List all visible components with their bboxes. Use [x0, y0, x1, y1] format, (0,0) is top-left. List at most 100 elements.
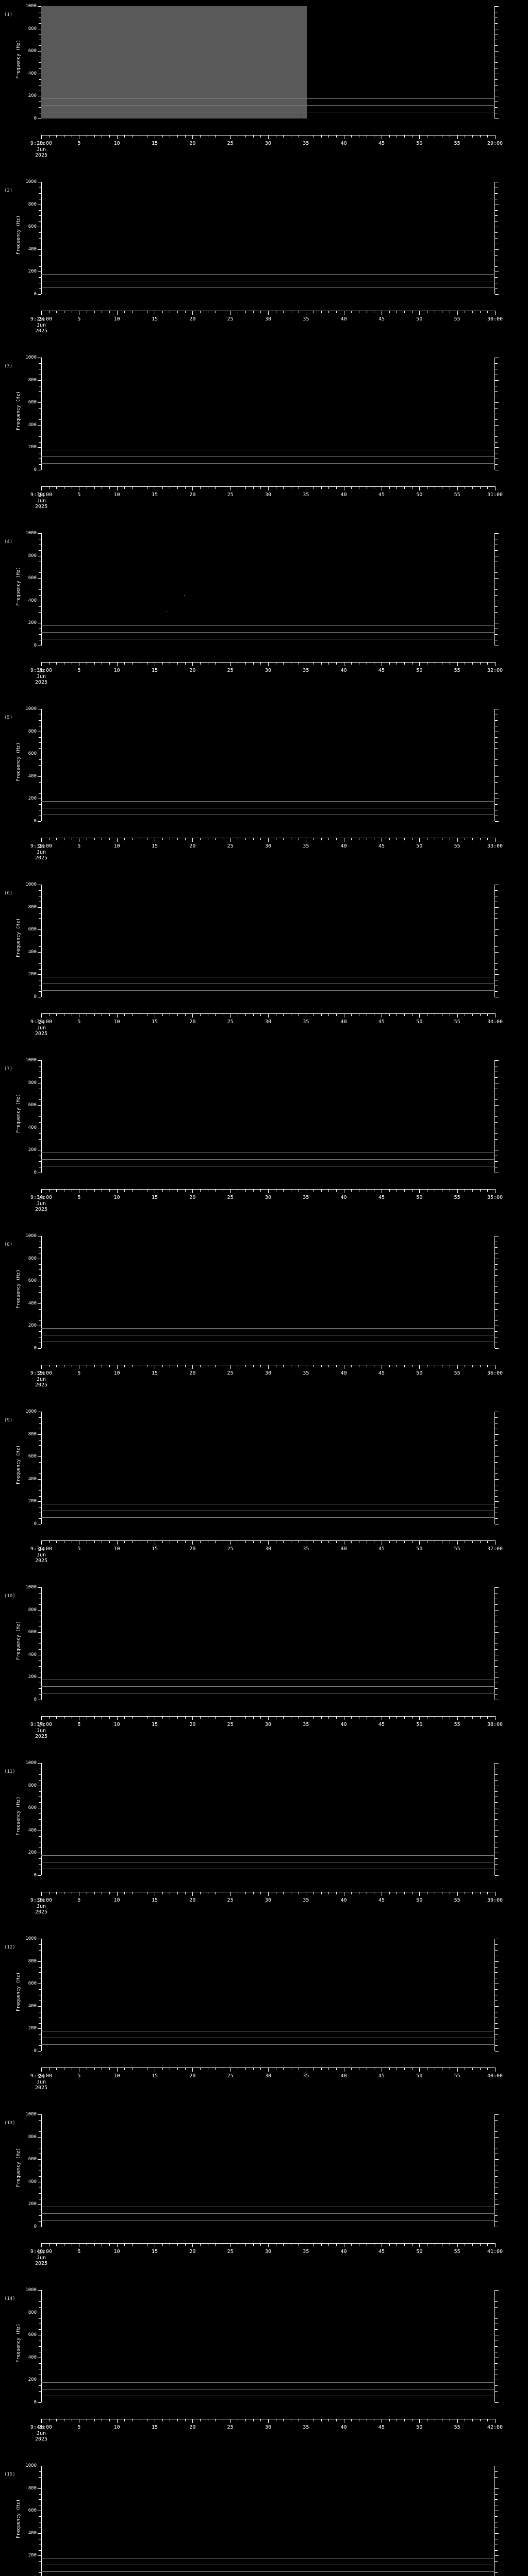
y-axis-tick-label: 0 — [34, 1170, 37, 1175]
y-axis-tick-label: 400 — [28, 1476, 37, 1482]
y-axis-minor-tick — [495, 572, 498, 573]
x-axis-minor-tick — [109, 662, 110, 665]
x-axis-minor-tick — [109, 2419, 110, 2421]
date-line: 24 — [38, 2249, 45, 2255]
x-axis-minor-tick — [185, 838, 186, 840]
y-axis-tick — [38, 1875, 41, 1876]
x-axis-minor-tick — [200, 135, 201, 138]
y-axis-tick — [38, 2204, 41, 2205]
x-axis-date-label: 24 Jun 2025 — [26, 141, 57, 158]
x-axis-start-label: 9:40:00 — [30, 2249, 53, 2255]
x-axis-minor-tick — [351, 486, 352, 489]
x-axis-major-tick — [457, 2419, 458, 2423]
x-axis-minor-tick — [321, 1189, 322, 1192]
y-axis-tick-label: 800 — [28, 1958, 37, 1964]
y-axis-left-spine — [41, 1939, 42, 2051]
x-axis-minor-tick — [94, 1540, 95, 1543]
x-axis-minor-tick — [389, 486, 390, 489]
y-axis-tick — [495, 1348, 499, 1349]
y-axis-tick-label: 800 — [28, 1431, 37, 1437]
y-axis-minor-tick — [495, 918, 498, 919]
y-axis-minor-tick — [495, 737, 498, 738]
x-axis-start-label: 9:33:00 — [30, 1019, 53, 1025]
x-axis-major-tick — [419, 1716, 420, 1720]
y-axis-minor-tick — [39, 221, 41, 222]
y-axis-tick-label: 800 — [28, 1783, 37, 1788]
x-axis-minor-tick — [283, 1365, 284, 1367]
y-axis-title: Frequency (Hz) — [16, 215, 21, 255]
x-axis-minor-tick — [328, 2243, 329, 2246]
y-axis-minor-tick — [39, 765, 41, 766]
x-axis-minor-tick — [94, 2067, 95, 2070]
x-axis-tick-label: 5 — [77, 1195, 81, 1200]
x-axis-minor-tick — [253, 1365, 254, 1367]
date-line: 24 — [38, 141, 45, 147]
x-axis-major-tick — [230, 662, 231, 666]
y-axis-minor-tick — [39, 1666, 41, 1667]
x-axis-minor-tick — [487, 1365, 488, 1367]
x-axis-minor-tick — [185, 486, 186, 489]
x-axis-minor-tick — [215, 1365, 216, 1367]
y-axis-tick-label: 600 — [28, 2332, 37, 2338]
x-axis-minor-tick — [177, 1365, 178, 1367]
x-axis-tick-label: 40 — [340, 2249, 347, 2255]
trace-baseline — [41, 1517, 495, 1518]
y-axis-tick-label: 400 — [28, 949, 37, 955]
y-axis-minor-tick — [495, 1774, 498, 1775]
y-axis-minor-tick — [495, 963, 498, 964]
x-axis-minor-tick — [132, 1892, 133, 1894]
x-axis-date-label: 24 Jun 2025 — [26, 668, 57, 685]
x-axis-minor-tick — [351, 662, 352, 665]
x-axis-end-label: 38:00 — [487, 1722, 503, 1727]
x-axis-major-tick — [230, 2243, 231, 2247]
x-axis-major-tick — [495, 1013, 496, 1018]
y-axis-minor-tick — [39, 2516, 41, 2517]
x-axis-minor-tick — [389, 2419, 390, 2421]
y-axis-minor-tick — [39, 969, 41, 970]
y-axis-tick — [38, 1632, 41, 1633]
x-axis-minor-tick — [177, 1892, 178, 1894]
x-axis-major-tick — [230, 311, 231, 315]
y-axis-minor-tick — [39, 1247, 41, 1248]
x-axis-minor-tick — [472, 1365, 473, 1367]
y-axis-minor-tick — [39, 1836, 41, 1837]
y-axis-title: Frequency (Hz) — [16, 40, 21, 79]
x-axis-minor-tick — [185, 1716, 186, 1719]
x-axis-minor-tick — [162, 1365, 163, 1367]
x-axis-major-tick — [495, 662, 496, 666]
y-axis-minor-tick — [495, 1802, 498, 1803]
plot-area: 1000 800 600 400 200 0 — [25, 707, 499, 824]
x-axis-minor-tick — [283, 1892, 284, 1894]
x-axis-tick-label: 15 — [151, 1897, 158, 1903]
x-axis-tick-label: 10 — [113, 1897, 120, 1903]
x-axis-tick-label: 10 — [113, 316, 120, 322]
x-axis-minor-tick — [245, 1013, 246, 1016]
x-axis-tick-label: 50 — [416, 1370, 423, 1376]
y-axis-minor-tick — [495, 1864, 498, 1865]
x-axis-tick-label: 20 — [189, 2249, 196, 2255]
x-axis-minor-tick — [124, 838, 125, 840]
trace-baseline — [41, 1328, 495, 1329]
x-axis-minor-tick — [48, 135, 50, 138]
x-axis-minor-tick — [185, 1892, 186, 1894]
y-axis-minor-tick — [39, 1490, 41, 1491]
y-axis-minor-tick — [495, 1819, 498, 1820]
x-axis-major-tick — [230, 1892, 231, 1896]
y-axis-minor-tick — [495, 1649, 498, 1650]
y-axis-minor-tick — [495, 1292, 498, 1293]
x-axis-minor-tick — [480, 1540, 481, 1543]
x-axis-end-label: 37:00 — [487, 1546, 503, 1552]
x-axis-tick-label: 30 — [265, 1195, 272, 1200]
x-axis-minor-tick — [245, 1189, 246, 1192]
x-axis-minor-tick — [132, 2243, 133, 2246]
date-line: 2025 — [35, 328, 48, 334]
x-axis-minor-tick — [94, 1365, 95, 1367]
y-axis-minor-tick — [495, 277, 498, 278]
trace-baseline — [41, 274, 495, 275]
x-axis-tick-label: 30 — [265, 2425, 272, 2430]
x-axis-minor-tick — [351, 1540, 352, 1543]
x-axis-tick-label: 5 — [77, 1897, 81, 1903]
x-axis-minor-tick — [215, 2419, 216, 2421]
y-axis-minor-tick — [495, 759, 498, 760]
x-axis-major-tick — [230, 1365, 231, 1369]
